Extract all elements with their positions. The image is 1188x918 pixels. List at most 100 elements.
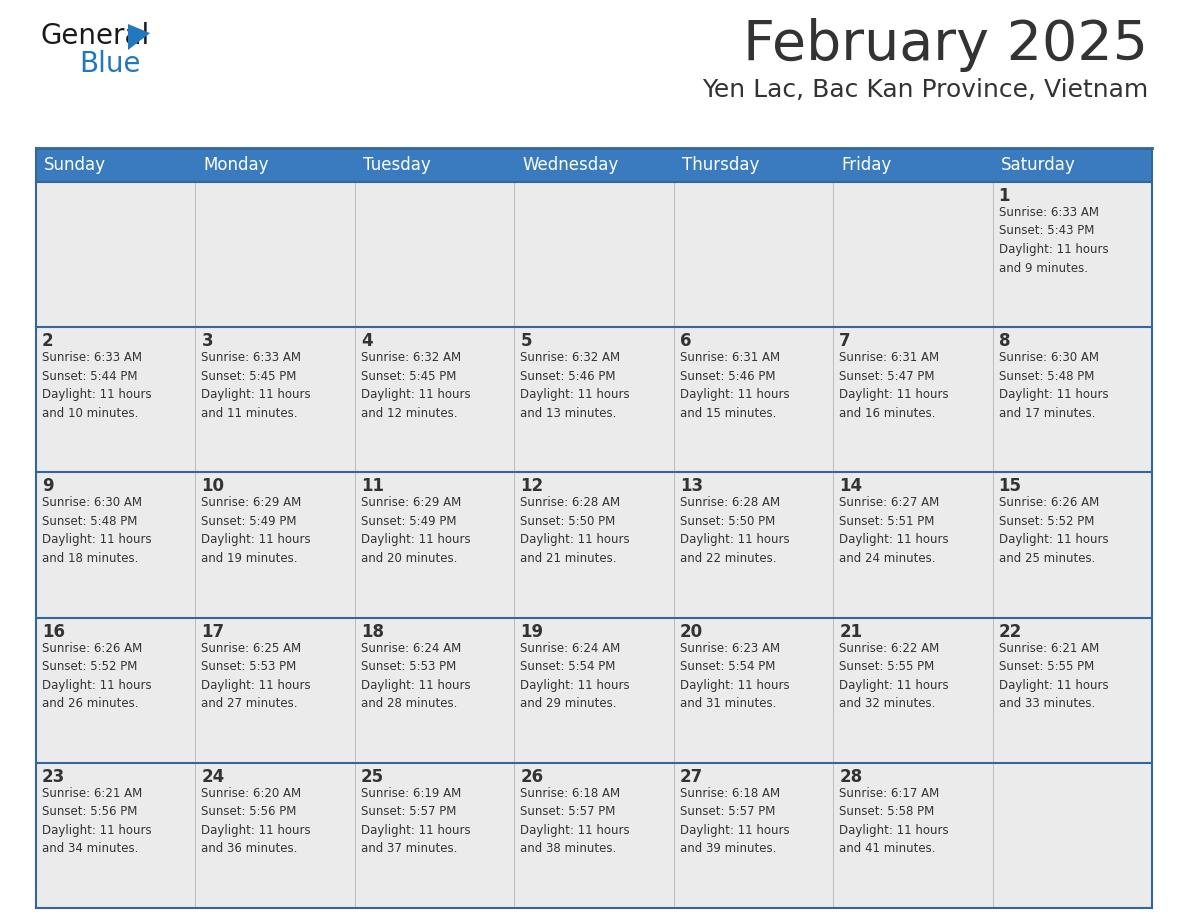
Text: 7: 7 — [839, 332, 851, 350]
Bar — [196, 473, 355, 618]
Text: Saturday: Saturday — [1000, 156, 1075, 174]
Text: Sunrise: 6:28 AM
Sunset: 5:50 PM
Daylight: 11 hours
and 22 minutes.: Sunrise: 6:28 AM Sunset: 5:50 PM Dayligh… — [680, 497, 789, 565]
Text: Sunrise: 6:18 AM
Sunset: 5:57 PM
Daylight: 11 hours
and 39 minutes.: Sunrise: 6:18 AM Sunset: 5:57 PM Dayligh… — [680, 787, 789, 856]
Text: 19: 19 — [520, 622, 543, 641]
Bar — [514, 473, 674, 618]
Text: Friday: Friday — [841, 156, 891, 174]
Text: 23: 23 — [42, 767, 65, 786]
Bar — [674, 148, 833, 182]
Text: Sunrise: 6:21 AM
Sunset: 5:56 PM
Daylight: 11 hours
and 34 minutes.: Sunrise: 6:21 AM Sunset: 5:56 PM Dayligh… — [42, 787, 152, 856]
Text: 17: 17 — [202, 622, 225, 641]
Text: 12: 12 — [520, 477, 543, 496]
Text: Sunrise: 6:32 AM
Sunset: 5:46 PM
Daylight: 11 hours
and 13 minutes.: Sunrise: 6:32 AM Sunset: 5:46 PM Dayligh… — [520, 352, 630, 420]
Bar — [833, 148, 992, 182]
Bar — [833, 327, 992, 473]
Text: Sunrise: 6:24 AM
Sunset: 5:53 PM
Daylight: 11 hours
and 28 minutes.: Sunrise: 6:24 AM Sunset: 5:53 PM Dayligh… — [361, 642, 470, 711]
Bar — [833, 473, 992, 618]
Text: Sunrise: 6:22 AM
Sunset: 5:55 PM
Daylight: 11 hours
and 32 minutes.: Sunrise: 6:22 AM Sunset: 5:55 PM Dayligh… — [839, 642, 949, 711]
Text: Sunrise: 6:25 AM
Sunset: 5:53 PM
Daylight: 11 hours
and 27 minutes.: Sunrise: 6:25 AM Sunset: 5:53 PM Dayligh… — [202, 642, 311, 711]
Bar — [355, 618, 514, 763]
Text: Sunrise: 6:33 AM
Sunset: 5:44 PM
Daylight: 11 hours
and 10 minutes.: Sunrise: 6:33 AM Sunset: 5:44 PM Dayligh… — [42, 352, 152, 420]
Text: Yen Lac, Bac Kan Province, Vietnam: Yen Lac, Bac Kan Province, Vietnam — [702, 78, 1148, 102]
Bar — [833, 763, 992, 908]
Text: 11: 11 — [361, 477, 384, 496]
Bar — [355, 763, 514, 908]
Text: 4: 4 — [361, 332, 373, 350]
Bar — [514, 148, 674, 182]
Bar — [674, 327, 833, 473]
Text: Sunrise: 6:18 AM
Sunset: 5:57 PM
Daylight: 11 hours
and 38 minutes.: Sunrise: 6:18 AM Sunset: 5:57 PM Dayligh… — [520, 787, 630, 856]
Text: Sunrise: 6:30 AM
Sunset: 5:48 PM
Daylight: 11 hours
and 18 minutes.: Sunrise: 6:30 AM Sunset: 5:48 PM Dayligh… — [42, 497, 152, 565]
Text: Sunrise: 6:19 AM
Sunset: 5:57 PM
Daylight: 11 hours
and 37 minutes.: Sunrise: 6:19 AM Sunset: 5:57 PM Dayligh… — [361, 787, 470, 856]
Bar — [36, 182, 196, 327]
Bar — [674, 618, 833, 763]
Text: Sunrise: 6:31 AM
Sunset: 5:47 PM
Daylight: 11 hours
and 16 minutes.: Sunrise: 6:31 AM Sunset: 5:47 PM Dayligh… — [839, 352, 949, 420]
Text: 26: 26 — [520, 767, 543, 786]
Text: Wednesday: Wednesday — [523, 156, 619, 174]
Bar — [355, 182, 514, 327]
Bar — [196, 327, 355, 473]
Bar — [992, 618, 1152, 763]
Text: 1: 1 — [999, 187, 1010, 205]
Text: Sunrise: 6:29 AM
Sunset: 5:49 PM
Daylight: 11 hours
and 19 minutes.: Sunrise: 6:29 AM Sunset: 5:49 PM Dayligh… — [202, 497, 311, 565]
Text: Sunrise: 6:24 AM
Sunset: 5:54 PM
Daylight: 11 hours
and 29 minutes.: Sunrise: 6:24 AM Sunset: 5:54 PM Dayligh… — [520, 642, 630, 711]
Bar — [992, 148, 1152, 182]
Text: 22: 22 — [999, 622, 1022, 641]
Text: Monday: Monday — [203, 156, 268, 174]
Bar — [514, 182, 674, 327]
Bar — [833, 182, 992, 327]
Bar — [514, 618, 674, 763]
Text: Sunrise: 6:26 AM
Sunset: 5:52 PM
Daylight: 11 hours
and 26 minutes.: Sunrise: 6:26 AM Sunset: 5:52 PM Dayligh… — [42, 642, 152, 711]
Bar — [36, 148, 196, 182]
Text: 13: 13 — [680, 477, 703, 496]
Text: Sunday: Sunday — [44, 156, 106, 174]
Bar — [514, 763, 674, 908]
Bar — [355, 148, 514, 182]
Bar — [36, 327, 196, 473]
Text: 15: 15 — [999, 477, 1022, 496]
Polygon shape — [128, 24, 150, 50]
Text: 8: 8 — [999, 332, 1010, 350]
Text: 14: 14 — [839, 477, 862, 496]
Text: 6: 6 — [680, 332, 691, 350]
Text: 9: 9 — [42, 477, 53, 496]
Bar — [992, 327, 1152, 473]
Text: Sunrise: 6:26 AM
Sunset: 5:52 PM
Daylight: 11 hours
and 25 minutes.: Sunrise: 6:26 AM Sunset: 5:52 PM Dayligh… — [999, 497, 1108, 565]
Text: Sunrise: 6:33 AM
Sunset: 5:45 PM
Daylight: 11 hours
and 11 minutes.: Sunrise: 6:33 AM Sunset: 5:45 PM Dayligh… — [202, 352, 311, 420]
Bar — [833, 618, 992, 763]
Text: Sunrise: 6:20 AM
Sunset: 5:56 PM
Daylight: 11 hours
and 36 minutes.: Sunrise: 6:20 AM Sunset: 5:56 PM Dayligh… — [202, 787, 311, 856]
Bar — [196, 763, 355, 908]
Bar — [196, 618, 355, 763]
Text: February 2025: February 2025 — [742, 18, 1148, 72]
Text: Sunrise: 6:30 AM
Sunset: 5:48 PM
Daylight: 11 hours
and 17 minutes.: Sunrise: 6:30 AM Sunset: 5:48 PM Dayligh… — [999, 352, 1108, 420]
Text: Sunrise: 6:31 AM
Sunset: 5:46 PM
Daylight: 11 hours
and 15 minutes.: Sunrise: 6:31 AM Sunset: 5:46 PM Dayligh… — [680, 352, 789, 420]
Bar — [196, 148, 355, 182]
Text: 18: 18 — [361, 622, 384, 641]
Text: Sunrise: 6:27 AM
Sunset: 5:51 PM
Daylight: 11 hours
and 24 minutes.: Sunrise: 6:27 AM Sunset: 5:51 PM Dayligh… — [839, 497, 949, 565]
Text: Thursday: Thursday — [682, 156, 759, 174]
Text: 21: 21 — [839, 622, 862, 641]
Text: Sunrise: 6:23 AM
Sunset: 5:54 PM
Daylight: 11 hours
and 31 minutes.: Sunrise: 6:23 AM Sunset: 5:54 PM Dayligh… — [680, 642, 789, 711]
Text: 27: 27 — [680, 767, 703, 786]
Text: Sunrise: 6:29 AM
Sunset: 5:49 PM
Daylight: 11 hours
and 20 minutes.: Sunrise: 6:29 AM Sunset: 5:49 PM Dayligh… — [361, 497, 470, 565]
Text: Tuesday: Tuesday — [362, 156, 430, 174]
Text: Sunrise: 6:28 AM
Sunset: 5:50 PM
Daylight: 11 hours
and 21 minutes.: Sunrise: 6:28 AM Sunset: 5:50 PM Dayligh… — [520, 497, 630, 565]
Text: Sunrise: 6:21 AM
Sunset: 5:55 PM
Daylight: 11 hours
and 33 minutes.: Sunrise: 6:21 AM Sunset: 5:55 PM Dayligh… — [999, 642, 1108, 711]
Bar — [196, 182, 355, 327]
Bar — [36, 473, 196, 618]
Text: 10: 10 — [202, 477, 225, 496]
Bar — [514, 327, 674, 473]
Bar — [355, 473, 514, 618]
Bar — [992, 182, 1152, 327]
Bar — [36, 763, 196, 908]
Text: 20: 20 — [680, 622, 703, 641]
Text: Blue: Blue — [78, 50, 140, 78]
Bar — [674, 763, 833, 908]
Bar — [992, 473, 1152, 618]
Text: 5: 5 — [520, 332, 532, 350]
Bar — [36, 618, 196, 763]
Text: 25: 25 — [361, 767, 384, 786]
Bar — [674, 473, 833, 618]
Text: 28: 28 — [839, 767, 862, 786]
Text: 16: 16 — [42, 622, 65, 641]
